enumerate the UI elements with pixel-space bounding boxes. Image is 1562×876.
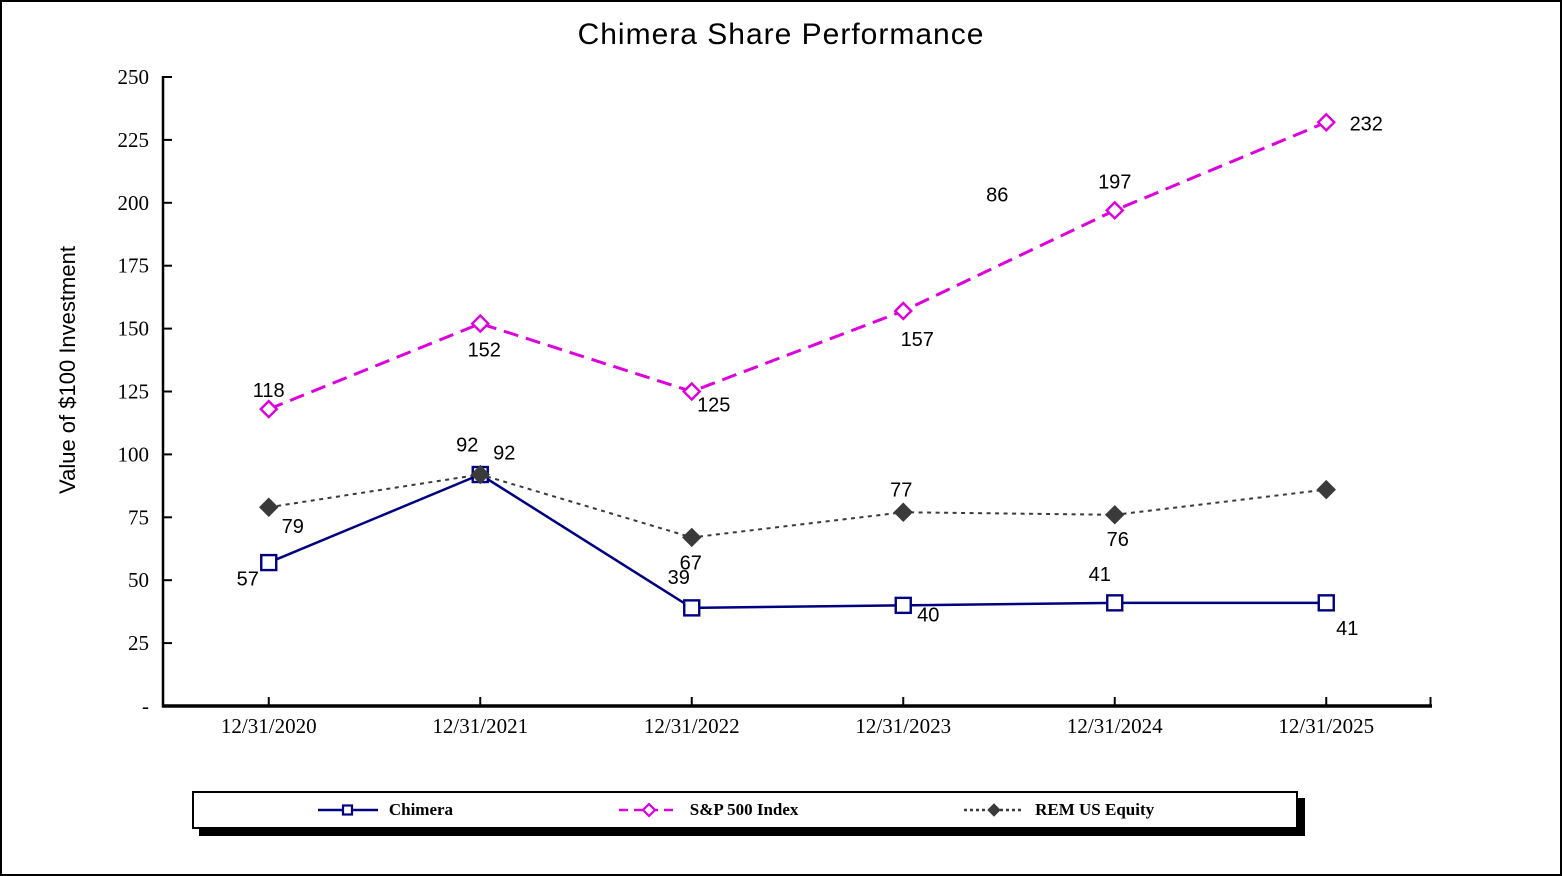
x-tick-label: 12/31/2022: [644, 714, 740, 738]
marker-s-p-500-index: [259, 399, 279, 419]
data-label-s-p-500-index: 232: [1350, 113, 1383, 135]
y-tick-label: 250: [118, 65, 150, 89]
y-tick-label: 225: [118, 128, 150, 152]
sp500-line-sample: [618, 802, 679, 818]
data-label-rem-us-equity: 77: [890, 479, 912, 501]
rem-line-sample: [964, 803, 1025, 817]
data-label-chimera: 40: [917, 604, 939, 626]
marker-chimera: [1106, 594, 1124, 612]
legend-sample-marker: [987, 803, 1001, 817]
y-tick-label: 175: [118, 254, 150, 278]
y-tick-label: 125: [118, 380, 150, 404]
data-label-rem-us-equity: 79: [282, 516, 304, 538]
legend-label-rem: REM US Equity: [1035, 800, 1155, 819]
x-tick-label: 12/31/2023: [855, 714, 951, 738]
data-label-s-p-500-index: 152: [468, 340, 501, 362]
y-tick-label: 200: [118, 191, 150, 215]
data-label-chimera: 92: [456, 435, 478, 457]
marker-rem-us-equity: [470, 464, 490, 485]
marker-s-p-500-index: [1316, 112, 1336, 132]
marker-s-p-500-index: [1105, 200, 1125, 221]
series-line-chimera: [268, 473, 1327, 610]
marker-chimera: [1317, 594, 1335, 612]
marker-rem-us-equity: [259, 497, 279, 517]
legend-sample-marker: [341, 804, 353, 816]
chimera-line-sample: [317, 804, 378, 816]
data-label-rem-us-equity: 76: [1107, 529, 1129, 551]
marker-chimera: [260, 553, 278, 572]
y-tick-label: 150: [118, 317, 150, 341]
legend-item-rem: REM US Equity: [962, 800, 1154, 820]
x-tick-label: 12/31/2025: [1278, 714, 1374, 738]
legend-item-chimera: Chimera: [316, 800, 453, 820]
marker-rem-us-equity: [1105, 505, 1125, 525]
marker-chimera: [683, 599, 701, 617]
legend-item-sp500: S&P 500 Index: [617, 800, 799, 820]
y-tick-label: -: [142, 694, 149, 718]
data-label-s-p-500-index: 118: [253, 380, 285, 402]
x-tick-label: 12/31/2024: [1067, 714, 1163, 738]
data-label-rem-us-equity: 86: [986, 185, 1008, 207]
data-label-s-p-500-index: 197: [1098, 171, 1131, 193]
legend-label-sp500: S&P 500 Index: [689, 800, 799, 819]
data-label-chimera: 57: [237, 569, 259, 591]
data-label-rem-us-equity: 92: [493, 443, 515, 465]
series-line-rem-us-equity: [268, 473, 1327, 539]
data-label-chimera: 41: [1089, 564, 1111, 586]
marker-s-p-500-index: [893, 301, 913, 321]
data-label-chimera: 41: [1336, 618, 1358, 640]
y-tick-label: 25: [128, 631, 149, 655]
data-label-rem-us-equity: 67: [680, 552, 702, 574]
chart-title: Chimera Share Performance: [577, 18, 985, 51]
data-label-s-p-500-index: 125: [697, 395, 730, 417]
data-label-s-p-500-index: 157: [901, 329, 934, 351]
marker-s-p-500-index: [470, 313, 490, 334]
marker-s-p-500-index: [682, 381, 702, 402]
marker-rem-us-equity: [1316, 479, 1336, 500]
y-tick-label: 75: [128, 505, 149, 529]
legend: Chimera S&P 500 Index REM US Equity: [192, 791, 1298, 829]
marker-chimera: [894, 596, 912, 615]
marker-rem-us-equity: [893, 502, 913, 522]
data-label-chimera: 39: [668, 567, 690, 589]
y-tick-label: 50: [128, 568, 149, 592]
legend-label-chimera: Chimera: [388, 800, 454, 819]
x-tick-label: 12/31/2020: [221, 714, 317, 738]
x-tick-label: 12/31/2021: [432, 714, 528, 738]
y-tick-label: 100: [118, 442, 150, 466]
marker-rem-us-equity: [682, 527, 702, 548]
legend-sample-marker: [641, 802, 657, 818]
series-line-s-p-500-index: [268, 120, 1327, 411]
